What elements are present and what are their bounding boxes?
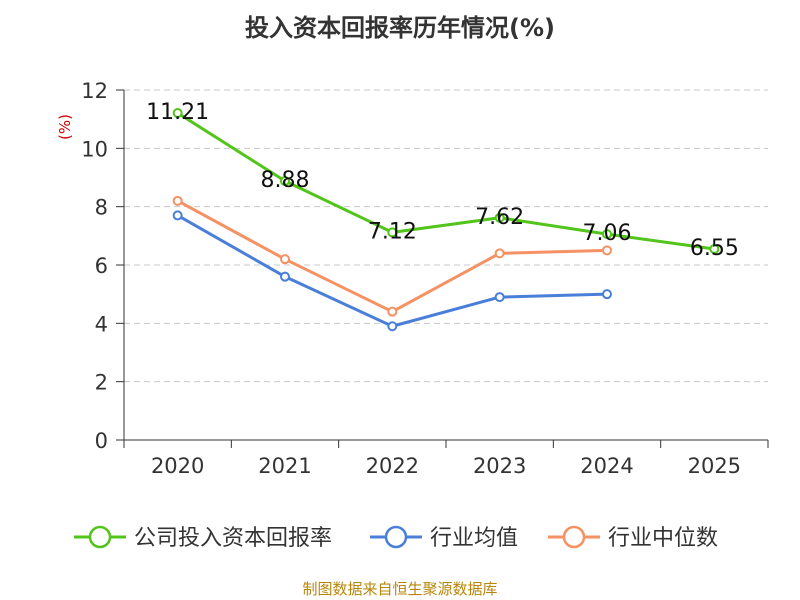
y-axis-label: (%)	[56, 114, 74, 140]
series-lines	[172, 108, 720, 332]
legend-label: 公司投入资本回报率	[134, 526, 332, 551]
x-tick-label: 2020	[151, 454, 204, 478]
y-tick-label: 0	[95, 429, 108, 453]
legend-swatch-marker	[562, 525, 586, 549]
data-label: 11.21	[146, 100, 209, 125]
data-label: 6.55	[690, 236, 739, 261]
x-tick-label: 2024	[580, 454, 633, 478]
legend-item[interactable]: 行业均值	[370, 525, 518, 551]
x-tick-label: 2023	[473, 454, 526, 478]
legend-swatch-marker	[384, 525, 408, 549]
axes: 0 2 4 6 8 10 12 (%) 2020 2021 2022 2023 2024 2025	[56, 79, 769, 478]
legend-label: 行业均值	[430, 526, 518, 551]
y-tick-label: 8	[95, 196, 108, 220]
data-label: 7.12	[368, 219, 417, 244]
legend-swatch-marker	[88, 525, 112, 549]
data-point	[172, 108, 183, 119]
data-point	[387, 321, 398, 332]
data-point	[280, 271, 290, 282]
series-line	[176, 111, 715, 251]
legend-label: 行业中位数	[608, 526, 718, 551]
data-point	[709, 243, 720, 254]
data-point	[387, 306, 398, 317]
x-tick-label: 2025	[688, 454, 741, 478]
data-point	[172, 195, 183, 206]
legend-item[interactable]: 公司投入资本回报率	[74, 525, 332, 551]
y-tick-label: 6	[95, 254, 108, 278]
y-tick-label: 10	[81, 137, 108, 161]
data-label: 7.62	[475, 205, 524, 230]
x-tick-label: 2021	[258, 454, 311, 478]
source-note: 制图数据来自恒生聚源数据库	[302, 580, 498, 598]
data-label: 7.06	[583, 221, 632, 246]
data-point	[602, 229, 612, 240]
data-labels: 11.21 8.88 7.12 7.62 7.06 6.55	[146, 100, 739, 261]
data-point	[494, 248, 505, 259]
x-tick-label: 2022	[366, 454, 419, 478]
data-point	[602, 289, 612, 300]
y-tick-label: 4	[95, 312, 108, 336]
chart-title: 投入资本回报率历年情况(%)	[245, 14, 555, 42]
data-point	[494, 292, 505, 303]
legend[interactable]: 公司投入资本回报率 行业均值 行业中位数	[74, 525, 718, 551]
data-point	[280, 254, 290, 265]
data-point	[387, 227, 398, 238]
data-label: 8.88	[261, 168, 310, 193]
data-point	[602, 245, 612, 256]
grid-lines	[124, 89, 768, 383]
y-tick-label: 2	[95, 371, 108, 395]
data-point	[280, 176, 290, 186]
data-point	[172, 210, 183, 221]
y-tick-label: 12	[81, 79, 108, 103]
data-point	[494, 212, 505, 223]
legend-item[interactable]: 行业中位数	[548, 525, 718, 551]
